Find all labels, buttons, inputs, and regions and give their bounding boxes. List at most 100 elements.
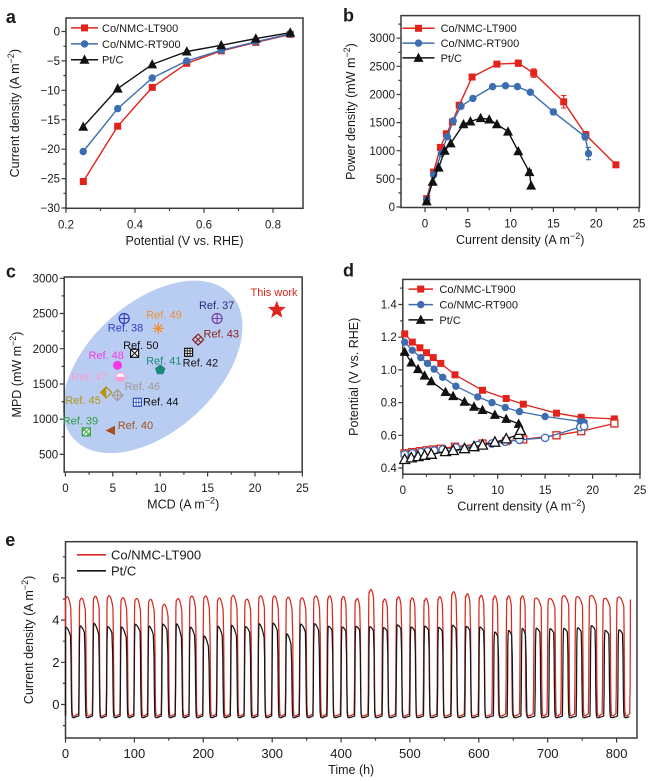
svg-text:20: 20 <box>249 483 262 495</box>
svg-text:2: 2 <box>52 655 59 670</box>
svg-text:−10: −10 <box>40 85 60 97</box>
svg-text:Pt/C: Pt/C <box>441 53 462 65</box>
svg-text:0.2: 0.2 <box>58 219 74 231</box>
svg-text:0: 0 <box>62 746 69 761</box>
svg-text:a: a <box>6 7 17 27</box>
svg-text:3000: 3000 <box>369 33 395 45</box>
svg-text:e: e <box>5 530 15 550</box>
svg-text:500: 500 <box>376 174 395 186</box>
svg-text:−25: −25 <box>40 174 60 186</box>
svg-text:0: 0 <box>54 27 60 39</box>
svg-text:4: 4 <box>52 613 59 628</box>
svg-text:Ref. 43: Ref. 43 <box>204 328 239 340</box>
svg-text:Current density (A m−2​): Current density (A m−2​) <box>6 49 22 177</box>
svg-text:0.8: 0.8 <box>381 398 397 410</box>
svg-text:5: 5 <box>110 483 116 495</box>
svg-text:Ref. 42: Ref. 42 <box>183 358 218 370</box>
svg-text:Co/NMC-RT900: Co/NMC-RT900 <box>102 39 181 51</box>
svg-text:200: 200 <box>192 746 214 761</box>
svg-text:10: 10 <box>154 483 167 495</box>
svg-text:c: c <box>6 261 16 281</box>
svg-text:1500: 1500 <box>33 379 59 391</box>
svg-text:0.4: 0.4 <box>381 463 398 475</box>
svg-text:Ref. 47: Ref. 47 <box>72 371 107 383</box>
svg-text:Co/NMC-RT900: Co/NMC-RT900 <box>439 300 518 312</box>
svg-text:Ref. 37: Ref. 37 <box>199 300 234 312</box>
svg-text:−5: −5 <box>47 56 60 68</box>
svg-text:15: 15 <box>201 483 214 495</box>
svg-text:Co/NMC-LT900: Co/NMC-LT900 <box>111 548 201 563</box>
svg-text:0.4: 0.4 <box>127 219 144 231</box>
svg-text:Ref. 46: Ref. 46 <box>125 381 160 393</box>
svg-text:5: 5 <box>447 485 453 497</box>
svg-text:Co/NMC-LT900: Co/NMC-LT900 <box>441 23 517 35</box>
svg-text:15: 15 <box>539 485 552 497</box>
svg-text:Ref. 41: Ref. 41 <box>146 356 181 368</box>
svg-text:0.6: 0.6 <box>381 430 397 442</box>
svg-text:Pt/C: Pt/C <box>111 564 136 579</box>
svg-text:Potential (V vs. RHE): Potential (V vs. RHE) <box>125 234 243 248</box>
svg-text:1000: 1000 <box>33 414 59 426</box>
svg-text:Ref. 49: Ref. 49 <box>146 310 181 322</box>
svg-text:6: 6 <box>52 570 59 585</box>
svg-text:10: 10 <box>504 219 517 231</box>
svg-text:25: 25 <box>633 219 646 231</box>
svg-text:Current density (A m−2​): Current density (A m−2​) <box>456 231 584 247</box>
svg-text:Co/NMC-LT900: Co/NMC-LT900 <box>439 284 515 296</box>
svg-text:1.2: 1.2 <box>381 332 397 344</box>
svg-text:2000: 2000 <box>369 90 395 102</box>
svg-text:1000: 1000 <box>369 146 395 158</box>
svg-text:−15: −15 <box>40 115 60 127</box>
svg-text:2000: 2000 <box>33 344 59 356</box>
svg-text:Co/NMC-RT900: Co/NMC-RT900 <box>441 38 520 50</box>
svg-text:0: 0 <box>422 219 428 231</box>
svg-text:Current density (A m−2​): Current density (A m−2​) <box>457 498 585 514</box>
svg-text:Time (h): Time (h) <box>328 763 374 777</box>
svg-text:MCD (A m−2​): MCD (A m−2​) <box>147 496 219 512</box>
svg-text:500: 500 <box>39 449 58 461</box>
svg-text:−20: −20 <box>40 144 60 156</box>
svg-text:10: 10 <box>491 485 504 497</box>
svg-text:d: d <box>343 261 354 281</box>
svg-text:Pt/C: Pt/C <box>439 315 460 327</box>
svg-text:0: 0 <box>389 202 395 214</box>
svg-text:Ref. 50: Ref. 50 <box>123 340 158 352</box>
svg-text:This work: This work <box>250 287 298 299</box>
svg-text:Pt/C: Pt/C <box>102 55 123 67</box>
svg-text:Ref. 44: Ref. 44 <box>143 396 178 408</box>
svg-text:MPD (mW m−2​): MPD (mW m−2​) <box>8 332 24 418</box>
svg-text:300: 300 <box>261 746 283 761</box>
svg-text:Ref. 38: Ref. 38 <box>108 323 143 335</box>
svg-text:5: 5 <box>465 219 471 231</box>
svg-text:600: 600 <box>468 746 490 761</box>
svg-text:2500: 2500 <box>369 61 395 73</box>
svg-text:700: 700 <box>537 746 559 761</box>
svg-text:Ref. 48: Ref. 48 <box>88 350 123 362</box>
svg-text:20: 20 <box>586 485 599 497</box>
svg-text:0: 0 <box>62 483 68 495</box>
svg-text:Co/NMC-LT900: Co/NMC-LT900 <box>102 23 178 35</box>
svg-text:Potential (V vs. RHE): Potential (V vs. RHE) <box>347 318 361 436</box>
svg-text:20: 20 <box>590 219 603 231</box>
svg-text:1.4: 1.4 <box>381 300 398 312</box>
svg-text:Current density (A m−2​): Current density (A m−2​) <box>20 576 36 704</box>
svg-text:25: 25 <box>634 485 647 497</box>
svg-text:0.8: 0.8 <box>265 219 281 231</box>
svg-text:0: 0 <box>400 485 406 497</box>
svg-text:Ref. 39: Ref. 39 <box>63 416 98 428</box>
svg-text:0.6: 0.6 <box>196 219 212 231</box>
svg-text:25: 25 <box>296 483 309 495</box>
svg-text:100: 100 <box>124 746 146 761</box>
svg-text:1.0: 1.0 <box>381 365 397 377</box>
svg-text:b: b <box>343 6 354 26</box>
svg-text:Power density (mW m−2​): Power density (mW m−2​) <box>342 43 358 180</box>
svg-text:500: 500 <box>399 746 421 761</box>
svg-text:2500: 2500 <box>33 309 59 321</box>
svg-text:Ref. 40: Ref. 40 <box>118 420 153 432</box>
svg-text:1500: 1500 <box>369 118 395 130</box>
svg-text:3000: 3000 <box>33 273 59 285</box>
svg-text:Ref. 45: Ref. 45 <box>65 395 100 407</box>
svg-text:800: 800 <box>606 746 628 761</box>
svg-text:0: 0 <box>52 697 59 712</box>
svg-text:400: 400 <box>330 746 352 761</box>
